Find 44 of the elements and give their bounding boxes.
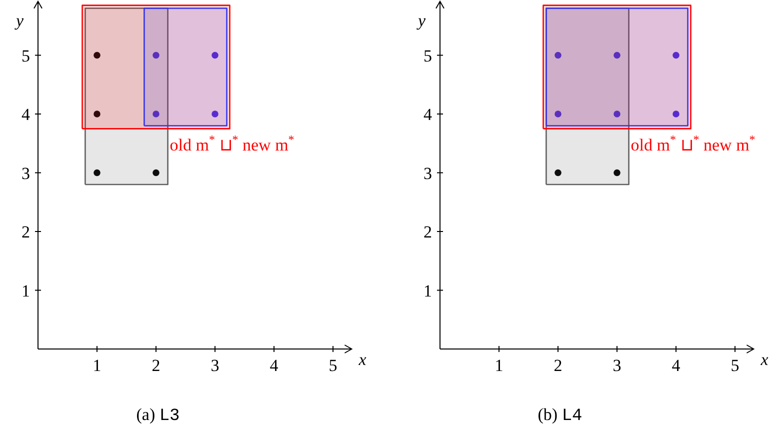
y-tick-label: 2 — [22, 222, 30, 242]
point — [672, 110, 680, 118]
point — [614, 169, 620, 176]
text: (b) L4 — [538, 405, 582, 426]
point — [212, 110, 218, 118]
point — [672, 52, 680, 59]
y-tick-label: 4 — [424, 105, 432, 124]
y-tick-label: 1 — [22, 281, 30, 300]
x-tick-label: 1 — [494, 356, 504, 375]
annotation: old m$^{*}$ ⊔$^{*}$ new m$^{*}$ — [170, 132, 294, 155]
x-tick-label: 4 — [672, 356, 681, 375]
point — [212, 52, 218, 59]
y-tick-label: 1 — [424, 281, 432, 300]
point — [94, 110, 100, 118]
y-tick-label: 4 — [22, 105, 30, 124]
point — [554, 52, 562, 59]
y-tick-label: 5 — [424, 46, 432, 66]
x-axis-title: x — [760, 350, 769, 369]
x-axis-title: x — [358, 350, 367, 369]
y-tick-label: 3 — [22, 164, 30, 183]
point — [94, 169, 100, 176]
x-tick-label: 1 — [92, 356, 102, 375]
point — [152, 110, 160, 118]
y-axis-title: y — [14, 11, 24, 30]
point — [554, 169, 562, 176]
x-tick-label: 2 — [554, 356, 562, 375]
point — [614, 110, 620, 118]
x-tick-label: 3 — [612, 356, 622, 375]
y-tick-label: 2 — [424, 222, 432, 242]
point — [152, 169, 160, 176]
point — [152, 52, 160, 59]
y-tick-label: 5 — [22, 46, 30, 66]
x-tick-label: 4 — [270, 356, 279, 375]
point — [94, 52, 100, 59]
x-tick-label: 5 — [730, 356, 740, 375]
x-tick-label: 5 — [328, 356, 338, 375]
x-tick-label: 3 — [210, 356, 220, 375]
point — [614, 52, 620, 59]
point — [554, 110, 562, 118]
y-tick-label: 3 — [424, 164, 432, 183]
y-axis-title: y — [416, 11, 426, 30]
annotation: old m$^{*}$ ⊔$^{*}$ new m$^{*}$ — [630, 132, 756, 155]
x-tick-label: 2 — [152, 356, 160, 375]
text: (a) L3 — [136, 405, 180, 426]
